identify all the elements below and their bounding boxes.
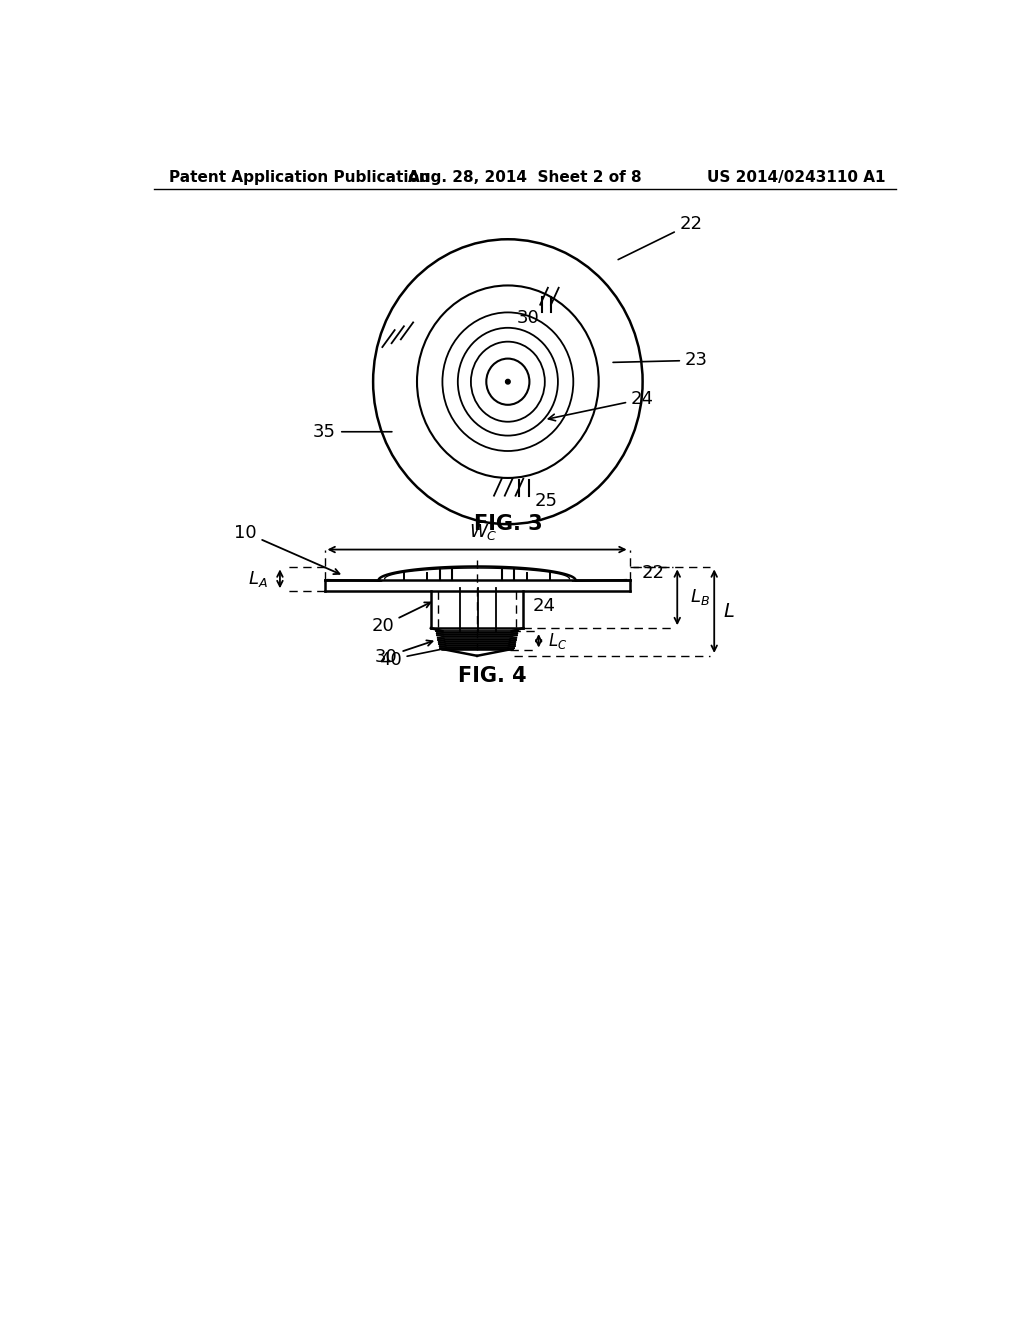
Text: $W_C$: $W_C$ [469,521,498,543]
Text: 22: 22 [642,564,665,582]
Text: FIG. 4: FIG. 4 [458,665,526,686]
Text: $L$: $L$ [724,602,735,620]
Text: 30: 30 [517,309,540,327]
Text: 22: 22 [618,215,702,260]
Text: FIG. 3: FIG. 3 [473,515,542,535]
Text: 40: 40 [379,649,440,669]
Text: 23: 23 [613,351,708,370]
Text: 30: 30 [375,640,432,665]
Text: 35: 35 [313,422,392,441]
Text: Aug. 28, 2014  Sheet 2 of 8: Aug. 28, 2014 Sheet 2 of 8 [408,170,642,185]
Text: 10: 10 [234,524,339,574]
Text: $L_C$: $L_C$ [548,631,567,651]
Text: US 2014/0243110 A1: US 2014/0243110 A1 [707,170,885,185]
Text: 20: 20 [371,602,430,635]
Text: 25: 25 [535,492,558,510]
Text: 24: 24 [549,389,654,421]
Text: $L_B$: $L_B$ [689,587,710,607]
Text: Patent Application Publication: Patent Application Publication [169,170,430,185]
Text: $L_A$: $L_A$ [248,569,267,589]
Ellipse shape [506,379,510,384]
Text: 24: 24 [532,597,555,615]
